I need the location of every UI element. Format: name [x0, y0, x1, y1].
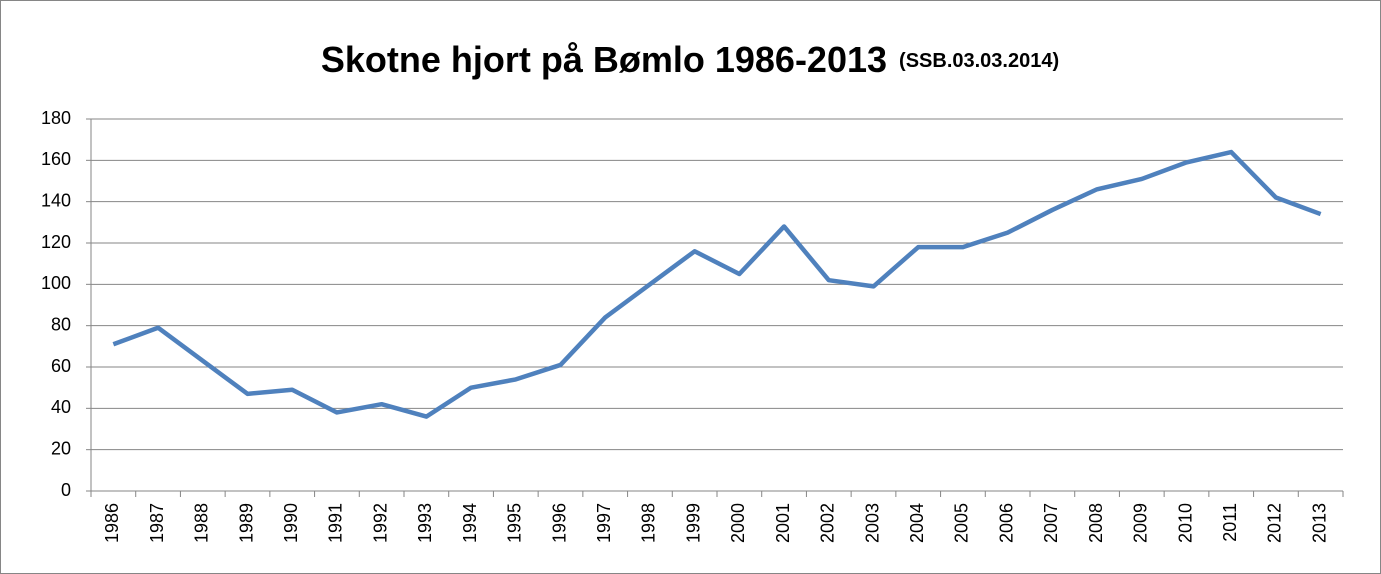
x-tick-label: 2000: [728, 503, 748, 543]
x-tick-label: 1989: [236, 503, 256, 543]
x-tick-label: 1991: [326, 503, 346, 543]
x-tick-label: 2012: [1265, 503, 1285, 543]
x-tick-label: 1988: [192, 503, 212, 543]
x-tick-label: 1996: [549, 503, 569, 543]
x-tick-label: 1994: [460, 503, 480, 543]
x-tick-label: 2009: [1131, 503, 1151, 543]
x-tick-label: 2013: [1309, 503, 1329, 543]
x-tick-label: 2004: [907, 503, 927, 543]
y-tick-label: 160: [41, 149, 71, 169]
x-tick-label: 1993: [415, 503, 435, 543]
y-tick-label: 20: [51, 438, 71, 458]
y-tick-label: 120: [41, 232, 71, 252]
x-tick-label: 2005: [952, 503, 972, 543]
x-tick-label: 1986: [102, 503, 122, 543]
x-tick-label: 1990: [281, 503, 301, 543]
chart-title-group: Skotne hjort på Bømlo 1986-2013 (SSB.03.0…: [321, 39, 1059, 80]
x-tick-label: 2010: [1175, 503, 1195, 543]
y-tick-label: 60: [51, 356, 71, 376]
y-tick-label: 140: [41, 190, 71, 210]
x-tick-label: 1999: [683, 503, 703, 543]
x-tick-label: 1998: [639, 503, 659, 543]
x-tick-label: 1987: [147, 503, 167, 543]
x-tick-label: 1995: [505, 503, 525, 543]
y-tick-label: 40: [51, 397, 71, 417]
x-tick-label: 2006: [996, 503, 1016, 543]
data-line: [112, 149, 1322, 419]
x-tick-label: 2003: [862, 503, 882, 543]
y-tick-label: 100: [41, 273, 71, 293]
y-tick-label: 180: [41, 108, 71, 128]
x-tick-label: 2007: [1041, 503, 1061, 543]
x-tick-label: 1992: [370, 503, 390, 543]
x-tick-label: 2001: [773, 503, 793, 543]
x-tick-label: 1997: [594, 503, 614, 543]
y-tick-label: 0: [61, 480, 71, 500]
chart-subtitle: (SSB.03.03.2014): [899, 50, 1059, 72]
chart-title: Skotne hjort på Bømlo 1986-2013: [321, 39, 887, 80]
y-tick-label: 80: [51, 314, 71, 334]
x-tick-label: 2011: [1220, 503, 1240, 542]
x-tick-label: 2002: [818, 503, 838, 543]
x-tick-label: 2008: [1086, 503, 1106, 543]
